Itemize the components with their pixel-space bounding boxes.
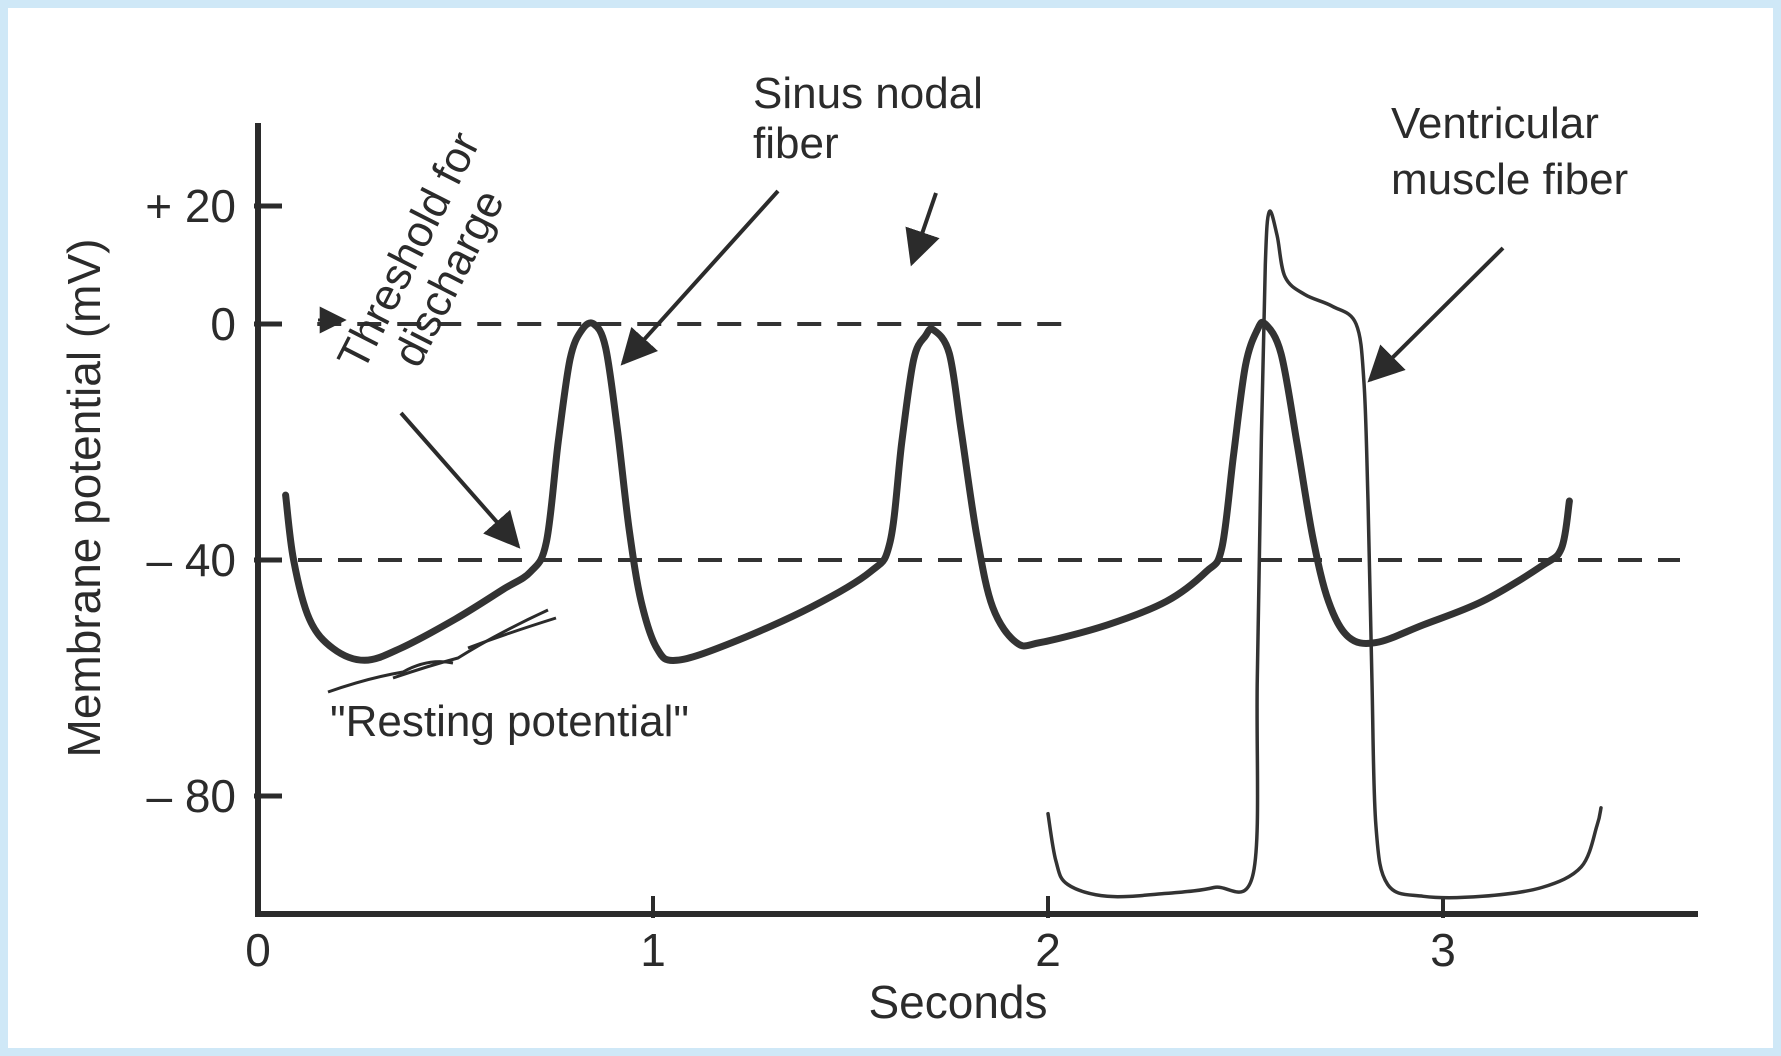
sinus-nodal-annotation: Sinus nodal fiber [620,69,983,366]
resting-potential-label: "Resting potential" [330,697,689,746]
x-tick-label-0: 0 [245,924,271,976]
ventricular-annotation: Ventricular muscle fiber [1367,99,1628,383]
sinus-arrow-1 [620,189,780,366]
tick-marks: + 20 0 – 40 – 80 0 1 2 3 [145,180,1456,976]
resting-brace-3 [467,616,557,650]
series-line-ventricular [1046,209,1603,900]
axes [255,123,1698,917]
sinus-arrow-2 [905,192,940,267]
action-potential-chart: + 20 0 – 40 – 80 0 1 2 3 Seconds Membrane poten… [58,69,1698,1028]
ventricular-label-line-2: muscle fiber [1391,155,1628,204]
ventricular-arrow [1367,246,1505,383]
figure-frame: + 20 0 – 40 – 80 0 1 2 3 Seconds Membrane poten… [8,8,1773,1048]
sinus-label-line-1: Sinus nodal [753,69,983,118]
y-axis-label: Membrane potential (mV) [58,239,110,758]
y-tick-label-0: + 20 [145,180,236,232]
resting-brace-2 [392,608,549,680]
x-tick-label-3: 3 [1430,924,1456,976]
x-tick-label-1: 1 [640,924,666,976]
sinus-label-line-2: fiber [753,119,839,168]
ventricular-label-line-1: Ventricular [1391,99,1599,148]
x-axis-label: Seconds [868,976,1047,1028]
series-line-sinus-nodal [282,318,1573,664]
y-tick-label-3: – 80 [146,770,236,822]
series-layer [282,209,1603,900]
threshold-annotation: Threshold for discharge [328,124,514,377]
threshold-arrow [399,411,521,549]
y-tick-label-1: 0 [210,298,236,350]
x-tick-label-2: 2 [1035,924,1061,976]
reference-lines [258,322,1680,562]
y-tick-label-2: – 40 [146,534,236,586]
resting-potential-annotation: "Resting potential" [327,608,689,746]
resting-brace-1 [327,660,454,694]
